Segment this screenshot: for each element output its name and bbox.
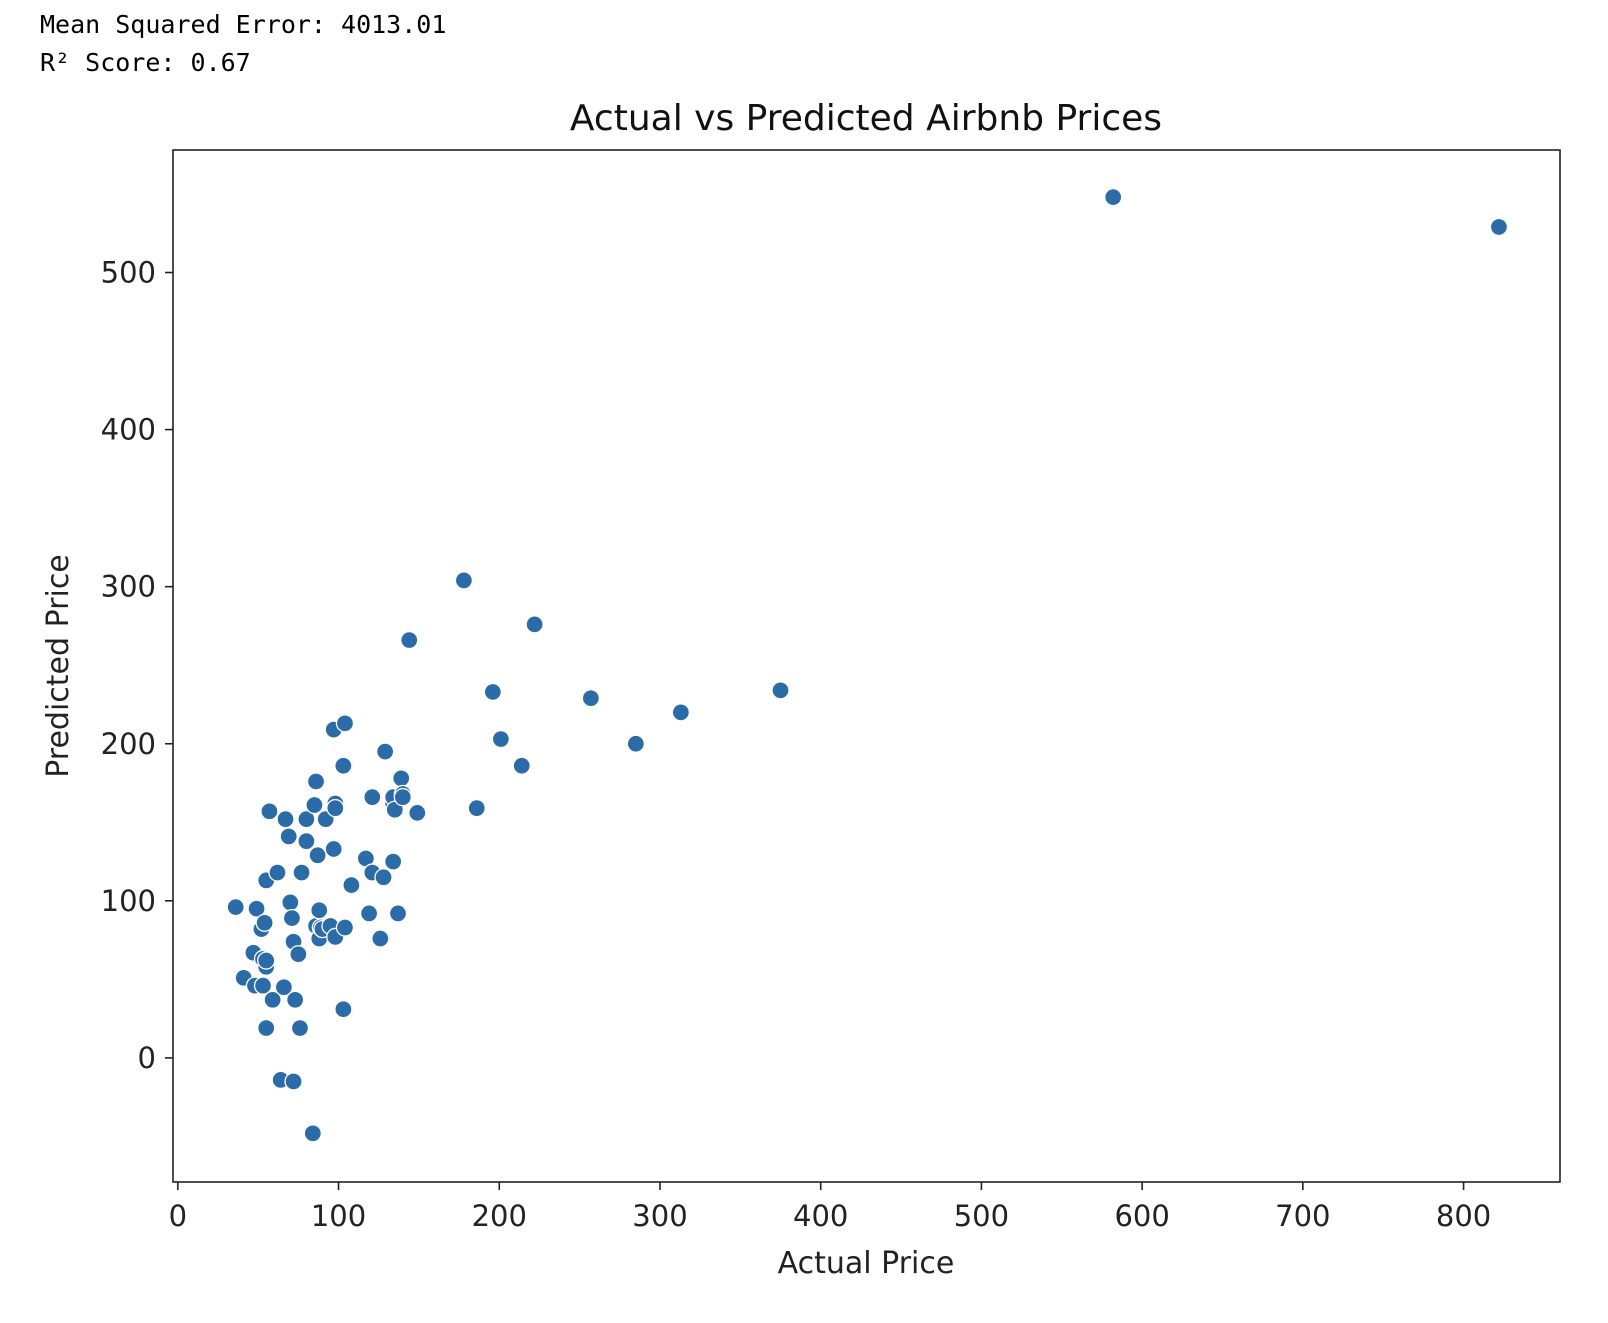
data-point [297,831,316,851]
data-point [467,799,486,818]
data-point [268,863,287,882]
y-tick-label: 400 [101,413,156,447]
data-point [290,1018,310,1038]
data-point [257,1018,276,1038]
data-point [297,810,316,829]
data-point [253,976,273,995]
data-point [1489,217,1509,237]
data-point [408,803,427,823]
data-point [289,945,308,964]
mse-text: Mean Squared Error: 4013.01 [40,10,447,39]
data-point [512,756,531,775]
data-point [334,756,353,775]
data-point [335,918,355,937]
data-point [257,951,276,970]
data-point [491,729,511,749]
data-point [581,689,601,708]
x-tick-label: 0 [169,1199,187,1233]
y-tick-label: 500 [101,256,156,290]
x-tick-label: 400 [793,1199,848,1233]
data-point [359,904,379,923]
data-point [279,827,298,846]
data-point [392,769,411,788]
data-point [276,810,295,829]
x-tick-label: 700 [1275,1199,1330,1233]
y-tick-label: 300 [101,570,156,604]
data-point [226,897,245,917]
x-tick-label: 100 [311,1199,366,1233]
data-point [525,615,544,634]
data-point [255,913,274,932]
data-point [247,899,266,918]
data-point [324,839,343,859]
x-tick-label: 500 [954,1199,1009,1233]
x-tick-label: 800 [1436,1199,1491,1233]
data-point [285,990,305,1009]
console-output: Mean Squared Error: 4013.01 R² Score: 0.6… [40,6,446,82]
x-tick-label: 200 [472,1199,527,1233]
x-axis: 0 100 200 300 400 500 600 700 800 [169,1182,1491,1233]
data-point [388,904,408,923]
data-point [284,1072,303,1091]
r2-text: R² Score: 0.67 [40,48,251,77]
data-point [282,908,302,928]
data-point [393,788,412,807]
data-point [303,1124,322,1143]
y-tick-label: 200 [101,727,156,761]
data-point [263,990,282,1009]
data-point [483,682,502,702]
points-layer [226,187,1509,1143]
data-point [310,901,329,920]
data-point [326,799,345,818]
data-point [374,868,393,887]
data-point [334,1000,353,1019]
plot-frame [172,149,1561,1183]
data-point [335,714,355,733]
data-point [292,863,311,882]
data-point [281,893,300,912]
data-point [305,795,324,815]
y-tick-label: 100 [101,884,156,918]
data-point [342,875,361,895]
data-point [671,703,691,722]
data-point [454,571,474,590]
data-point [260,802,279,821]
chart-title: Actual vs Predicted Airbnb Prices [570,98,1162,139]
data-point [384,852,403,871]
y-axis-label: Predicted Price [41,554,76,778]
data-point [308,846,327,865]
data-point [274,978,294,997]
data-point [771,681,790,700]
data-point [306,772,326,791]
y-axis: 0 100 200 300 400 500 [101,256,173,1075]
y-tick-label: 0 [138,1041,156,1075]
data-point [363,788,382,807]
x-axis-label: Actual Price [778,1246,955,1281]
data-point [1104,187,1123,207]
data-point [375,742,395,761]
data-point [626,734,646,753]
x-tick-label: 600 [1114,1199,1169,1233]
data-point [400,630,419,650]
data-point [371,929,390,948]
x-tick-label: 300 [632,1199,687,1233]
